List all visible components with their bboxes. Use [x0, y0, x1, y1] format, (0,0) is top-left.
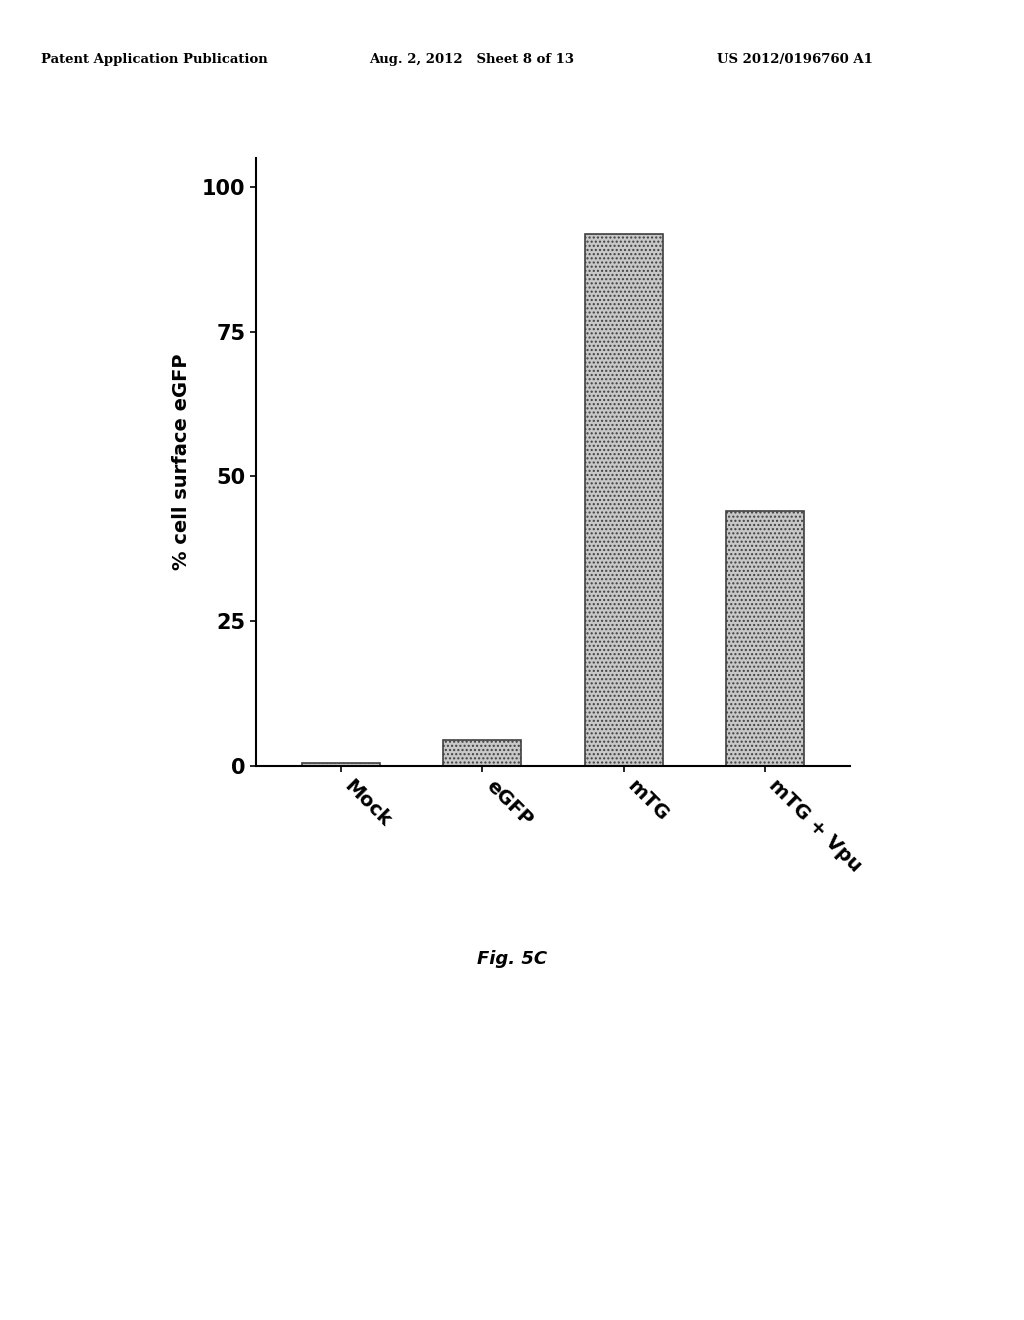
Text: Fig. 5C: Fig. 5C: [477, 950, 547, 969]
Bar: [302, 763, 380, 766]
Text: US 2012/0196760 A1: US 2012/0196760 A1: [717, 53, 872, 66]
Y-axis label: % cell surface eGFP: % cell surface eGFP: [172, 354, 190, 570]
Text: Patent Application Publication: Patent Application Publication: [41, 53, 267, 66]
Bar: [585, 234, 663, 766]
Bar: [726, 511, 804, 766]
Bar: [443, 739, 521, 766]
Text: Aug. 2, 2012   Sheet 8 of 13: Aug. 2, 2012 Sheet 8 of 13: [369, 53, 573, 66]
